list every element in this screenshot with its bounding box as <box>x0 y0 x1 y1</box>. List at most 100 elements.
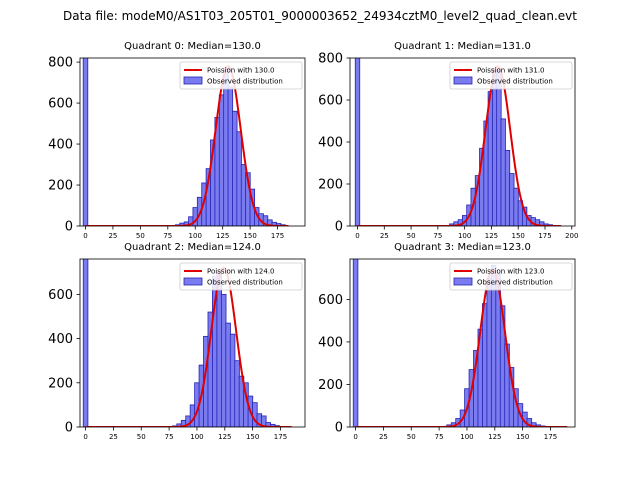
quadrant-1-legend: Poission with 131.0 Observed distribution <box>449 61 573 90</box>
figure-suptitle: Data file: modeM0/AS1T03_205T01_90000036… <box>63 9 577 23</box>
x-tick-label: 175 <box>544 433 557 441</box>
histogram-bar <box>513 187 519 226</box>
x-tick-label: 75 <box>163 232 172 240</box>
histogram-bar <box>225 322 231 427</box>
x-tick-label: 0 <box>83 433 87 441</box>
x-tick-label: 125 <box>485 232 498 240</box>
legend-curve-label: Poission with 123.0 <box>477 268 545 276</box>
x-tick-label: 100 <box>458 232 471 240</box>
y-tick-label: 400 <box>318 335 343 350</box>
quadrant-0-title: Quadrant 0: Median=130.0 <box>124 41 261 52</box>
x-tick-label: 150 <box>516 433 529 441</box>
y-tick-label: 600 <box>48 97 73 112</box>
quadrant-1-plot-area <box>354 58 562 226</box>
quadrant-3-legend: Poission with 123.0 Observed distribution <box>449 262 573 291</box>
histogram-bar <box>220 293 227 427</box>
quadrant-1-title: Quadrant 1: Median=131.0 <box>394 41 531 52</box>
x-tick-label: 125 <box>488 433 501 441</box>
histogram-bar <box>82 58 89 226</box>
legend-hist-label: Observed distribution <box>207 78 283 86</box>
histogram-bar <box>509 173 515 226</box>
y-tick-label: 0 <box>65 421 73 436</box>
y-tick-label: 400 <box>318 136 343 151</box>
x-tick-label: 125 <box>218 433 231 441</box>
histogram-bar <box>236 131 242 226</box>
y-tick-label: 0 <box>335 421 343 436</box>
quadrant-2-panel: Quadrant 2: Median=124.0 0 25 50 75 100 125 150… <box>48 242 306 441</box>
x-tick-label: 175 <box>271 232 284 240</box>
x-tick-label: 150 <box>243 232 256 240</box>
quadrant-3-panel: Quadrant 3: Median=123.0 0 25 50 75 100 125 150… <box>318 242 576 441</box>
legend-box <box>449 262 573 291</box>
quadrant-0-panel: Quadrant 0: Median=130.0 0 25 50 75 100 125 150… <box>48 41 306 240</box>
histogram-bar <box>486 277 492 427</box>
x-tick-label: 50 <box>137 433 146 441</box>
x-tick-label: 25 <box>380 232 389 240</box>
poisson-curve <box>85 266 292 427</box>
quadrant-2-axes-frame <box>79 258 306 428</box>
x-tick-label: 175 <box>274 433 287 441</box>
histogram-bar <box>216 271 222 427</box>
histogram-bar <box>491 68 498 226</box>
y-tick-label: 200 <box>48 179 73 194</box>
histogram-bar <box>240 164 247 226</box>
histogram-bar <box>229 333 236 427</box>
legend-hist-label: Observed distribution <box>477 78 553 86</box>
x-tick-label: 125 <box>216 232 229 240</box>
histogram-bar <box>223 67 229 226</box>
legend-hist-swatch <box>453 277 473 286</box>
quadrant-2-title: Quadrant 2: Median=124.0 <box>124 242 261 253</box>
histogram-bar <box>352 259 359 427</box>
y-tick-label: 600 <box>318 94 343 109</box>
legend-box <box>449 61 573 90</box>
quadrant-1-panel: Quadrant 1: Median=131.0 0 25 50 75 100 125 150… <box>318 41 578 240</box>
quadrant-3-plot-area <box>352 259 568 427</box>
legend-curve-label: Poission with 130.0 <box>207 67 275 75</box>
legend-hist-swatch <box>183 76 203 85</box>
x-tick-label: 150 <box>512 232 525 240</box>
legend-hist-label: Observed distribution <box>207 279 283 287</box>
histogram-bar <box>504 149 511 226</box>
x-tick-label: 0 <box>353 433 357 441</box>
quadrant-3-axes-frame <box>349 258 576 428</box>
histogram-bar <box>496 70 502 226</box>
legend-curve-label: Poission with 131.0 <box>477 67 545 75</box>
y-tick-label: 0 <box>65 220 73 235</box>
histogram-bar <box>82 259 89 427</box>
y-tick-label: 200 <box>48 376 73 391</box>
y-tick-label: 400 <box>48 332 73 347</box>
x-tick-label: 100 <box>460 433 473 441</box>
histogram-bar <box>218 94 225 226</box>
y-tick-label: 600 <box>318 293 343 308</box>
x-tick-label: 50 <box>407 232 416 240</box>
x-tick-label: 0 <box>355 232 359 240</box>
y-tick-label: 800 <box>318 52 343 67</box>
histogram-bar <box>227 86 234 226</box>
x-tick-label: 0 <box>83 232 87 240</box>
legend-hist-swatch <box>183 277 203 286</box>
x-tick-label: 200 <box>565 232 578 240</box>
quadrant-2-legend: Poission with 124.0 Observed distribution <box>179 262 303 291</box>
quadrant-0-legend: Poission with 130.0 Observed distribution <box>179 61 303 90</box>
x-tick-label: 75 <box>433 232 442 240</box>
x-tick-label: 25 <box>109 433 118 441</box>
legend-hist-label: Observed distribution <box>477 279 553 287</box>
x-tick-label: 175 <box>538 232 551 240</box>
histogram-bar <box>232 110 238 226</box>
x-tick-label: 100 <box>189 232 202 240</box>
histogram-bar <box>500 118 506 226</box>
quadrant-0-axes-frame <box>79 57 306 227</box>
histogram-bar <box>234 360 240 427</box>
quadrant-3-title: Quadrant 3: Median=123.0 <box>394 242 531 253</box>
x-tick-label: 50 <box>407 433 416 441</box>
y-tick-label: 800 <box>48 56 73 71</box>
y-tick-label: 600 <box>48 288 73 303</box>
legend-curve-label: Poission with 124.0 <box>207 268 275 276</box>
legend-hist-swatch <box>453 76 473 85</box>
x-tick-label: 150 <box>246 433 259 441</box>
x-tick-label: 25 <box>108 232 117 240</box>
y-tick-label: 200 <box>318 178 343 193</box>
poisson-curve <box>357 65 562 226</box>
legend-box <box>179 262 303 291</box>
